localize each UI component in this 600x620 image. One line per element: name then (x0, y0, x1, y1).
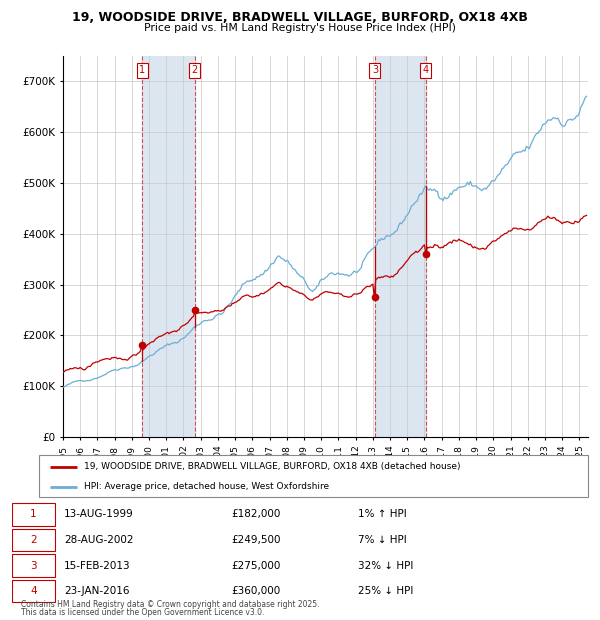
Bar (142, 56, 195, 437)
Text: Price paid vs. HM Land Registry's House Price Index (HPI): Price paid vs. HM Land Registry's House … (144, 23, 456, 33)
Text: £360,000: £360,000 (231, 586, 280, 596)
FancyBboxPatch shape (12, 529, 55, 551)
Text: 1: 1 (139, 65, 146, 76)
Text: Contains HM Land Registry data © Crown copyright and database right 2025.: Contains HM Land Registry data © Crown c… (21, 600, 320, 609)
Text: 2: 2 (191, 65, 198, 76)
Text: £249,500: £249,500 (231, 535, 280, 545)
Bar (375, 56, 425, 437)
Text: 2: 2 (30, 535, 37, 545)
Text: HPI: Average price, detached house, West Oxfordshire: HPI: Average price, detached house, West… (84, 482, 329, 491)
Text: £275,000: £275,000 (231, 560, 280, 570)
Text: 28-AUG-2002: 28-AUG-2002 (64, 535, 133, 545)
FancyBboxPatch shape (12, 554, 55, 577)
Text: £182,000: £182,000 (231, 510, 280, 520)
Text: 19, WOODSIDE DRIVE, BRADWELL VILLAGE, BURFORD, OX18 4XB (detached house): 19, WOODSIDE DRIVE, BRADWELL VILLAGE, BU… (84, 463, 461, 471)
Text: 25% ↓ HPI: 25% ↓ HPI (358, 586, 413, 596)
Text: 3: 3 (30, 560, 37, 570)
Text: 23-JAN-2016: 23-JAN-2016 (64, 586, 130, 596)
Text: 1% ↑ HPI: 1% ↑ HPI (358, 510, 406, 520)
Text: 32% ↓ HPI: 32% ↓ HPI (358, 560, 413, 570)
Text: 3: 3 (372, 65, 378, 76)
Text: 4: 4 (422, 65, 428, 76)
Text: 19, WOODSIDE DRIVE, BRADWELL VILLAGE, BURFORD, OX18 4XB: 19, WOODSIDE DRIVE, BRADWELL VILLAGE, BU… (72, 11, 528, 24)
Text: 7% ↓ HPI: 7% ↓ HPI (358, 535, 406, 545)
Text: This data is licensed under the Open Government Licence v3.0.: This data is licensed under the Open Gov… (21, 608, 265, 617)
FancyBboxPatch shape (12, 580, 55, 603)
FancyBboxPatch shape (12, 503, 55, 526)
Text: 1: 1 (30, 510, 37, 520)
Text: 4: 4 (30, 586, 37, 596)
FancyBboxPatch shape (39, 455, 588, 497)
Text: 13-AUG-1999: 13-AUG-1999 (64, 510, 134, 520)
Text: 15-FEB-2013: 15-FEB-2013 (64, 560, 130, 570)
